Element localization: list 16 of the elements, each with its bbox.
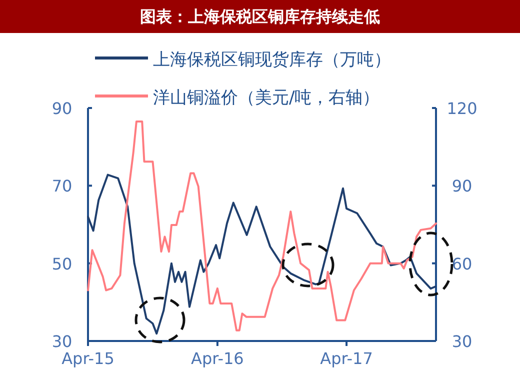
x-tick-label: Apr-15 [62,349,114,368]
y-tick-label: 30 [52,332,72,351]
x-tick-label: Apr-17 [320,349,373,368]
line-series [87,120,437,332]
y2-tick-label: 90 [452,176,472,196]
y2-tick-label: 30 [452,332,472,351]
chart-title: 图表：上海保税区铜库存持续走低 [140,7,380,26]
y2-tick-label: 60 [452,254,472,274]
legend-label: 上海保税区铜现货库存（万吨） [153,50,391,70]
y-tick-label: 70 [52,176,72,196]
y-tick-label: 50 [52,254,72,274]
x-tick-label: Apr-16 [191,349,244,368]
y-tick-label: 90 [52,99,72,118]
y2-tick-label: 120 [446,99,478,118]
line-series [87,174,436,335]
legend-label: 洋山铜溢价（美元/吨，右轴） [153,88,380,108]
